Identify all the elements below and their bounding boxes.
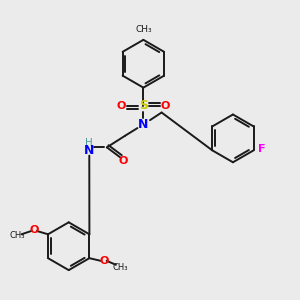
Text: O: O (29, 225, 39, 235)
Text: CH₃: CH₃ (135, 25, 152, 34)
Text: O: O (161, 101, 170, 111)
Text: CH₃: CH₃ (9, 231, 25, 240)
Text: O: O (116, 101, 126, 111)
Text: CH₃: CH₃ (112, 263, 128, 272)
Text: S: S (139, 99, 148, 112)
Text: F: F (258, 144, 265, 154)
Text: N: N (84, 143, 94, 157)
Text: H: H (85, 138, 93, 148)
Text: O: O (119, 156, 128, 166)
Text: O: O (99, 256, 109, 266)
Text: N: N (138, 118, 148, 130)
